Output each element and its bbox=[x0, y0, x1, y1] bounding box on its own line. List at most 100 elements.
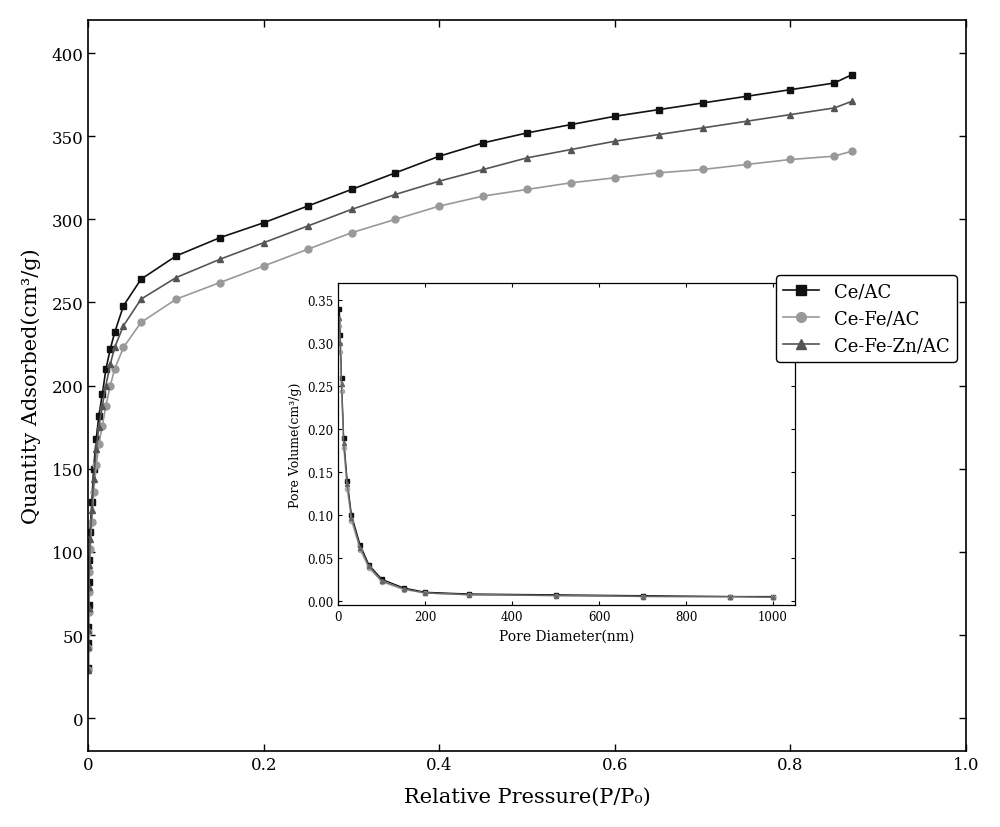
Ce/AC bbox=[302, 202, 314, 212]
Ce/AC bbox=[96, 390, 108, 399]
Ce-Fe-Zn/AC bbox=[389, 190, 401, 200]
Ce/AC bbox=[170, 251, 182, 261]
Ce-Fe-Zn/AC bbox=[697, 124, 709, 134]
Ce-Fe/AC bbox=[741, 160, 753, 170]
Ce/AC bbox=[741, 93, 753, 103]
Ce-Fe/AC bbox=[170, 295, 182, 305]
Ce-Fe-Zn/AC bbox=[828, 104, 840, 114]
Ce-Fe-Zn/AC bbox=[784, 111, 796, 121]
Ce-Fe-Zn/AC bbox=[433, 177, 445, 187]
Ce/AC bbox=[433, 152, 445, 162]
Ce-Fe/AC bbox=[83, 607, 95, 617]
Ce-Fe-Zn/AC bbox=[565, 146, 577, 155]
Ce-Fe/AC bbox=[302, 245, 314, 255]
Ce/AC bbox=[93, 411, 105, 421]
Legend: Ce/AC, Ce-Fe/AC, Ce-Fe-Zn/AC: Ce/AC, Ce-Fe/AC, Ce-Fe-Zn/AC bbox=[776, 276, 957, 362]
Ce-Fe-Zn/AC bbox=[214, 255, 226, 265]
Ce-Fe-Zn/AC bbox=[117, 322, 129, 332]
Ce-Fe-Zn/AC bbox=[653, 131, 665, 141]
Ce/AC bbox=[477, 139, 489, 149]
Ce-Fe-Zn/AC bbox=[82, 625, 94, 635]
Ce-Fe/AC bbox=[83, 567, 95, 577]
Ce/AC bbox=[83, 600, 95, 610]
Ce-Fe-Zn/AC bbox=[84, 534, 96, 544]
Ce-Fe/AC bbox=[609, 174, 621, 184]
Ce-Fe/AC bbox=[104, 381, 116, 391]
Ce/AC bbox=[258, 218, 270, 228]
Ce-Fe-Zn/AC bbox=[477, 165, 489, 175]
Ce/AC bbox=[88, 464, 100, 474]
Ce/AC bbox=[100, 365, 112, 375]
Ce/AC bbox=[82, 638, 94, 648]
Ce-Fe-Zn/AC bbox=[846, 98, 858, 108]
Ce-Fe/AC bbox=[433, 202, 445, 212]
Ce-Fe-Zn/AC bbox=[521, 154, 533, 164]
Line: Ce-Fe/AC: Ce-Fe/AC bbox=[85, 149, 855, 674]
Ce-Fe/AC bbox=[565, 179, 577, 189]
Ce-Fe/AC bbox=[653, 169, 665, 179]
Ce-Fe-Zn/AC bbox=[93, 423, 105, 433]
Ce-Fe-Zn/AC bbox=[82, 665, 94, 675]
X-axis label: Relative Pressure(P/P₀): Relative Pressure(P/P₀) bbox=[404, 787, 651, 806]
Y-axis label: Quantity Adsorbed(cm³/g): Quantity Adsorbed(cm³/g) bbox=[21, 248, 41, 523]
Ce-Fe-Zn/AC bbox=[104, 360, 116, 370]
Ce-Fe-Zn/AC bbox=[86, 506, 98, 516]
Ce/AC bbox=[346, 185, 358, 195]
Ce/AC bbox=[82, 622, 94, 632]
Ce-Fe-Zn/AC bbox=[96, 401, 108, 411]
Ce/AC bbox=[214, 233, 226, 243]
Ce-Fe/AC bbox=[93, 439, 105, 449]
Ce/AC bbox=[784, 86, 796, 96]
Ce-Fe/AC bbox=[828, 152, 840, 162]
Ce/AC bbox=[135, 275, 147, 284]
Ce-Fe-Zn/AC bbox=[109, 343, 121, 353]
Ce-Fe/AC bbox=[346, 228, 358, 238]
Ce-Fe/AC bbox=[86, 518, 98, 528]
Ce/AC bbox=[653, 106, 665, 116]
Ce-Fe/AC bbox=[109, 365, 121, 375]
Line: Ce-Fe-Zn/AC: Ce-Fe-Zn/AC bbox=[85, 98, 855, 674]
Ce-Fe-Zn/AC bbox=[346, 205, 358, 215]
Ce-Fe/AC bbox=[214, 278, 226, 288]
Ce-Fe/AC bbox=[784, 155, 796, 165]
Ce/AC bbox=[84, 528, 96, 538]
Ce/AC bbox=[117, 302, 129, 312]
Ce/AC bbox=[828, 79, 840, 88]
Ce-Fe/AC bbox=[477, 192, 489, 202]
Ce-Fe-Zn/AC bbox=[302, 222, 314, 232]
Ce/AC bbox=[83, 556, 95, 566]
Ce-Fe/AC bbox=[96, 421, 108, 431]
Ce-Fe/AC bbox=[521, 185, 533, 195]
Ce/AC bbox=[104, 345, 116, 355]
Ce-Fe-Zn/AC bbox=[609, 137, 621, 147]
Ce-Fe/AC bbox=[82, 665, 94, 675]
Ce-Fe/AC bbox=[100, 401, 112, 411]
Ce-Fe/AC bbox=[258, 261, 270, 271]
Ce-Fe-Zn/AC bbox=[83, 561, 95, 571]
Ce/AC bbox=[609, 112, 621, 122]
Ce-Fe/AC bbox=[135, 318, 147, 328]
Ce-Fe-Zn/AC bbox=[88, 474, 100, 484]
Ce-Fe-Zn/AC bbox=[82, 642, 94, 652]
Ce-Fe-Zn/AC bbox=[170, 273, 182, 283]
Ce-Fe/AC bbox=[90, 461, 102, 471]
Ce/AC bbox=[90, 434, 102, 444]
Ce-Fe-Zn/AC bbox=[741, 117, 753, 127]
Ce-Fe/AC bbox=[83, 587, 95, 597]
Ce-Fe-Zn/AC bbox=[83, 582, 95, 592]
Ce/AC bbox=[565, 121, 577, 131]
Ce-Fe/AC bbox=[117, 343, 129, 353]
Ce/AC bbox=[389, 169, 401, 179]
Ce/AC bbox=[83, 577, 95, 587]
Ce/AC bbox=[86, 498, 98, 508]
Ce/AC bbox=[846, 70, 858, 80]
Ce-Fe-Zn/AC bbox=[135, 295, 147, 305]
Ce-Fe/AC bbox=[697, 165, 709, 175]
Ce/AC bbox=[697, 99, 709, 109]
Ce/AC bbox=[521, 129, 533, 139]
Ce-Fe/AC bbox=[389, 215, 401, 225]
Line: Ce/AC: Ce/AC bbox=[85, 72, 855, 672]
Ce/AC bbox=[82, 663, 94, 673]
Ce-Fe/AC bbox=[82, 627, 94, 637]
Ce/AC bbox=[109, 328, 121, 338]
